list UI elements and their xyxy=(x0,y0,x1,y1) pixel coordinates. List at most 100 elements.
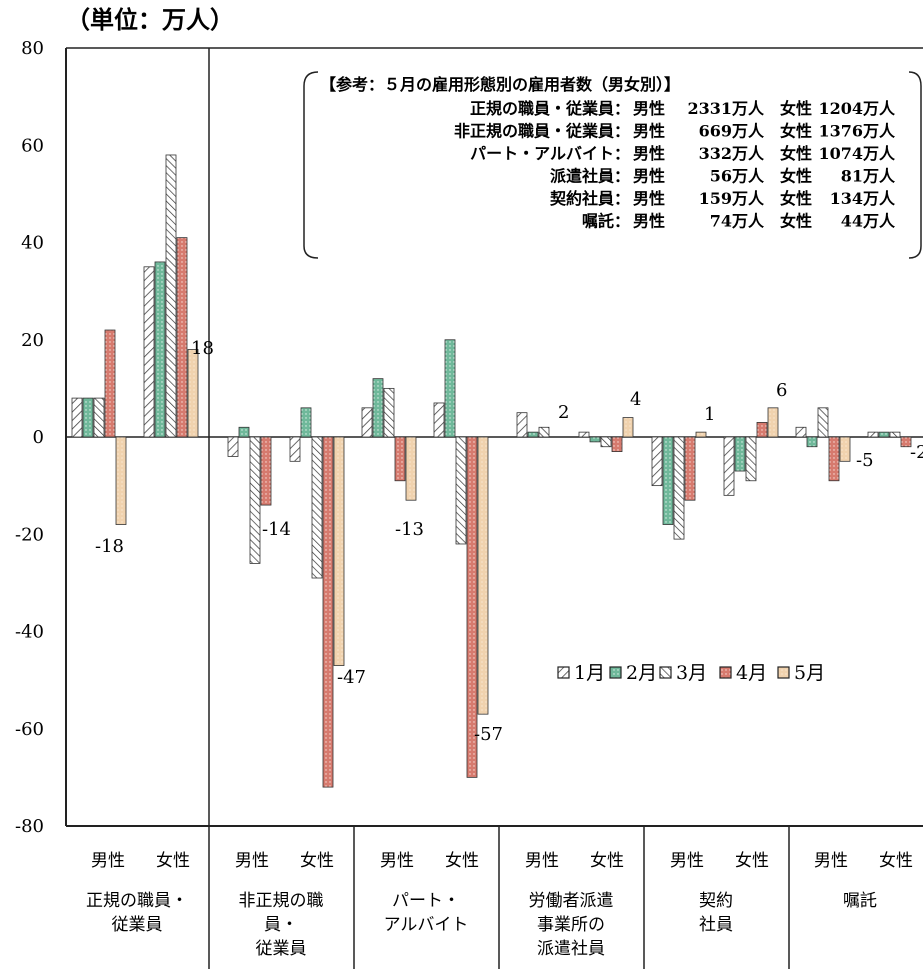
legend-label: 2月 xyxy=(626,662,657,684)
bar xyxy=(889,431,901,438)
y-tick-label: 40 xyxy=(21,233,44,254)
bar xyxy=(143,266,155,438)
note-type: 非正規の職員・従業員： xyxy=(454,122,630,141)
note-female-value: 44万人 xyxy=(841,212,896,231)
bar xyxy=(673,436,685,540)
category-label: 嘱託 xyxy=(843,891,877,911)
bar xyxy=(154,261,166,438)
category-male-label: 男性 xyxy=(380,851,414,871)
bar xyxy=(817,407,829,438)
bar xyxy=(433,402,445,438)
legend-swatch xyxy=(557,666,570,679)
note-female-label: 女性 xyxy=(780,167,812,186)
bar xyxy=(444,339,456,438)
bar xyxy=(187,349,199,438)
data-label: 4 xyxy=(630,389,641,410)
bar xyxy=(249,436,261,564)
bar xyxy=(333,436,345,666)
bar-series xyxy=(71,154,912,788)
bar xyxy=(300,407,312,438)
category-male-label: 男性 xyxy=(814,851,848,871)
note-male-label: 男性 xyxy=(633,167,665,186)
bar xyxy=(104,329,116,438)
bar xyxy=(361,407,373,438)
data-label: -18 xyxy=(95,536,124,557)
y-tick-label: 80 xyxy=(21,38,44,59)
note-type: 正規の職員・従業員： xyxy=(470,99,630,118)
note-male-label: 男性 xyxy=(633,122,665,141)
bar xyxy=(723,436,735,496)
bar xyxy=(900,436,912,448)
category-female-label: 女性 xyxy=(879,851,913,871)
category-male-label: 男性 xyxy=(91,851,125,871)
bar xyxy=(372,378,384,438)
y-tick-label: 0 xyxy=(33,427,44,448)
bar xyxy=(289,436,301,462)
category-male-label: 男性 xyxy=(235,851,269,871)
legend-label: 3月 xyxy=(676,662,707,684)
unit-label: （単位：万人） xyxy=(66,5,234,34)
note-type: 派遣社員： xyxy=(550,167,630,186)
category-female-label: 女性 xyxy=(735,851,769,871)
category-label: 員・ xyxy=(264,915,298,935)
bar xyxy=(651,436,663,487)
bar xyxy=(611,436,623,452)
bar xyxy=(795,426,807,438)
category-label: 従業員 xyxy=(256,939,307,959)
category-label: パート・ xyxy=(392,891,460,911)
y-tick-label: -40 xyxy=(15,622,44,643)
bar xyxy=(806,436,818,448)
bar xyxy=(227,436,239,457)
note-left-bracket xyxy=(303,71,319,259)
note-male-value: 2331万人 xyxy=(687,99,765,118)
bar xyxy=(176,237,188,438)
note-female-label: 女性 xyxy=(780,144,812,163)
note-type: 嘱託： xyxy=(582,212,630,231)
category-female-label: 女性 xyxy=(445,851,479,871)
bar xyxy=(455,436,467,545)
category-label: 非正規の職 xyxy=(239,891,324,911)
bar xyxy=(383,387,395,438)
bar xyxy=(734,436,746,472)
category-label: 派遣社員 xyxy=(537,939,605,959)
bar xyxy=(578,431,590,438)
data-label: 1 xyxy=(704,404,715,425)
note-male-label: 男性 xyxy=(633,99,665,118)
bar xyxy=(466,436,478,778)
note-male-value: 669万人 xyxy=(699,122,765,141)
bar xyxy=(82,397,94,438)
data-label: -5 xyxy=(856,450,874,471)
category-label: 正規の職員・ xyxy=(86,891,188,911)
bar xyxy=(71,397,83,438)
note-male-value: 332万人 xyxy=(699,144,765,163)
y-axis-ticks: 80 60 40 20 0 -20 -40 -60 -80 xyxy=(15,38,44,837)
bar xyxy=(115,436,127,525)
data-label: -14 xyxy=(262,519,291,540)
legend-swatch xyxy=(719,666,732,679)
legend-label: 5月 xyxy=(794,662,825,684)
note-female-value: 1204万人 xyxy=(818,99,896,118)
bar xyxy=(662,436,674,525)
note-male-label: 男性 xyxy=(633,212,665,231)
bar xyxy=(745,436,757,482)
category-label: 事業所の xyxy=(537,915,605,935)
data-labels: -18 18 -14 -47 -13 -57 2 4 1 6 -5 -2 xyxy=(95,338,923,745)
bar xyxy=(93,397,105,438)
legend: 1月 2月 3月 4月 5月 xyxy=(557,662,825,684)
bar xyxy=(538,426,550,438)
bar xyxy=(622,417,634,438)
category-label: 契約 xyxy=(699,891,733,911)
note-female-label: 女性 xyxy=(780,99,812,118)
y-tick-label: 60 xyxy=(21,135,44,156)
y-tick-label: -60 xyxy=(15,719,44,740)
note-female-label: 女性 xyxy=(780,122,812,141)
category-male-label: 男性 xyxy=(525,851,559,871)
note-female-value: 81万人 xyxy=(841,167,896,186)
legend-swatch xyxy=(659,666,672,679)
bar xyxy=(394,436,406,482)
bar xyxy=(527,431,539,438)
category-female-label: 女性 xyxy=(156,851,190,871)
note-female-value: 1074万人 xyxy=(818,144,896,163)
legend-swatch xyxy=(609,666,622,679)
category-female-label: 女性 xyxy=(590,851,624,871)
